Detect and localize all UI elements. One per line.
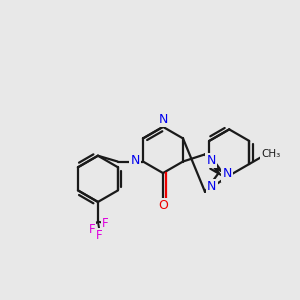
- Text: F: F: [96, 229, 103, 242]
- Text: N: N: [207, 180, 217, 193]
- Text: CH₃: CH₃: [262, 149, 281, 159]
- Text: N: N: [130, 154, 140, 167]
- Text: F: F: [88, 223, 95, 236]
- Text: N: N: [158, 113, 168, 126]
- Text: O: O: [158, 199, 168, 212]
- Text: N: N: [206, 154, 216, 167]
- Text: F: F: [102, 217, 109, 230]
- Text: N: N: [222, 167, 232, 180]
